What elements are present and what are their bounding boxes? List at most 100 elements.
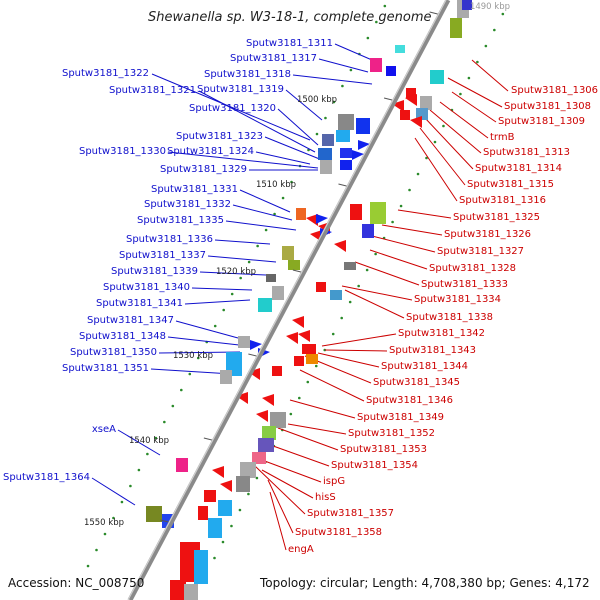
leader-line <box>264 136 323 161</box>
gc-dot <box>501 12 505 16</box>
gene-label-sputw3181-1324: Sputw3181_1324 <box>166 146 254 157</box>
gene-arrow <box>358 140 370 150</box>
gene-label-sputw3181-1357: Sputw3181_1357 <box>307 508 395 519</box>
genome-backbone-highlight <box>127 0 447 600</box>
gc-dot <box>290 180 293 184</box>
gc-dot <box>399 204 403 208</box>
gc-dot <box>146 452 149 456</box>
gene-arrow <box>292 316 304 328</box>
gc-dot <box>375 20 378 24</box>
gene-feature <box>258 298 272 312</box>
leader-line <box>299 369 365 402</box>
gene-feature <box>306 354 318 364</box>
gene-arrow <box>352 150 364 160</box>
gc-dot <box>247 260 251 264</box>
gc-dot <box>467 76 471 80</box>
gene-label-sputw3181-1339: Sputw3181_1339 <box>110 266 198 277</box>
topology-text: Topology: circular; Length: 4,708,380 bp… <box>260 576 590 590</box>
leader-line <box>381 224 443 236</box>
gene-arrow <box>286 332 298 344</box>
gene-arrow <box>256 410 268 422</box>
gene-label-sputw3181-1352: Sputw3181_1352 <box>348 428 436 439</box>
leader-line <box>117 429 161 456</box>
gene-label-sputw3181-1347: Sputw3181_1347 <box>86 315 174 326</box>
gene-feature <box>395 45 405 53</box>
leader-line <box>232 204 293 221</box>
gene-label-sputw3181-1340: Sputw3181_1340 <box>102 282 190 293</box>
gc-dot <box>230 524 233 528</box>
gc-dot <box>374 252 377 256</box>
gc-dot <box>349 68 353 72</box>
leader-line <box>292 74 373 85</box>
leader-line <box>285 89 323 121</box>
gene-label-sputw3181-1351: Sputw3181_1351 <box>61 363 149 374</box>
leader-line <box>269 491 287 551</box>
gene-label-sputw3181-1330: Sputw3181_1330 <box>78 146 166 157</box>
gc-dot <box>357 284 360 288</box>
gc-dot <box>408 188 411 192</box>
gene-label-sputw3181-1326: Sputw3181_1326 <box>444 229 532 240</box>
gene-feature <box>170 580 186 600</box>
gene-feature <box>262 426 276 440</box>
gc-dot <box>273 212 276 216</box>
gene-feature <box>338 114 354 130</box>
leader-line <box>414 137 458 202</box>
leader-line <box>184 299 251 305</box>
gene-feature <box>272 286 284 300</box>
gene-label-sputw3181-1353: Sputw3181_1353 <box>340 444 428 455</box>
gc-dot <box>222 308 225 312</box>
gene-label-sputw3181-1354: Sputw3181_1354 <box>331 460 419 471</box>
leader-line <box>198 90 316 153</box>
gene-feature <box>272 366 282 376</box>
gene-label-ispg: ispG <box>323 476 346 487</box>
kbp-tick <box>383 97 393 101</box>
gene-feature <box>316 282 326 292</box>
gene-feature <box>356 118 370 134</box>
gene-label-sputw3181-1342: Sputw3181_1342 <box>398 328 486 339</box>
gene-feature <box>400 110 410 120</box>
gene-feature <box>336 130 350 142</box>
gene-label-sputw3181-1341: Sputw3181_1341 <box>95 298 183 309</box>
gene-label-sputw3181-1328: Sputw3181_1328 <box>429 263 517 274</box>
gene-label-sputw3181-1348: Sputw3181_1348 <box>78 331 166 342</box>
gene-arrow <box>250 340 262 350</box>
gene-feature <box>218 500 232 516</box>
gene-feature <box>350 204 362 220</box>
gc-dot <box>425 156 428 160</box>
gc-dot <box>341 84 344 88</box>
gc-dot <box>493 28 496 32</box>
gene-label-sputw3181-1308: Sputw3181_1308 <box>504 101 592 112</box>
gene-feature <box>296 208 306 220</box>
leader-line <box>341 285 413 301</box>
gene-arrow <box>334 240 346 252</box>
leader-line <box>277 427 339 451</box>
gene-arrow <box>410 116 422 128</box>
gc-dot <box>163 420 166 424</box>
leader-line <box>91 477 136 506</box>
gene-label-xsea: xseA <box>91 424 116 435</box>
gene-label-sputw3181-1311: Sputw3181_1311 <box>245 38 333 49</box>
leader-line <box>167 336 249 347</box>
gene-label-sputw3181-1364: Sputw3181_1364 <box>2 472 90 483</box>
gc-dot <box>476 60 479 64</box>
gene-label-sputw3181-1309: Sputw3181_1309 <box>498 116 586 127</box>
gene-arrow <box>212 466 224 478</box>
gc-dot <box>391 220 394 224</box>
gene-label-sputw3181-1327: Sputw3181_1327 <box>437 246 525 257</box>
gc-dot <box>332 100 336 104</box>
gene-feature <box>330 290 342 300</box>
gene-feature <box>146 506 162 522</box>
leader-line <box>151 73 311 141</box>
leader-line <box>150 368 233 375</box>
gene-feature <box>302 344 316 354</box>
leader-line <box>318 58 369 73</box>
gene-feature <box>370 202 386 224</box>
kbp-mark-1500: 1500 kbp <box>296 95 337 105</box>
gc-dot <box>120 500 124 504</box>
gc-dot <box>213 556 216 560</box>
leader-line <box>167 151 319 169</box>
gene-feature <box>450 18 462 38</box>
gc-dot <box>323 348 327 352</box>
leader-line <box>419 127 466 186</box>
gene-label-sputw3181-1317: Sputw3181_1317 <box>229 53 317 64</box>
